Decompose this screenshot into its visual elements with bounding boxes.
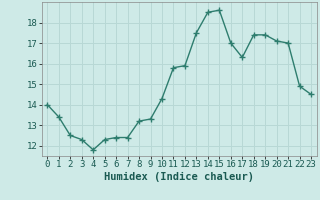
X-axis label: Humidex (Indice chaleur): Humidex (Indice chaleur) (104, 172, 254, 182)
